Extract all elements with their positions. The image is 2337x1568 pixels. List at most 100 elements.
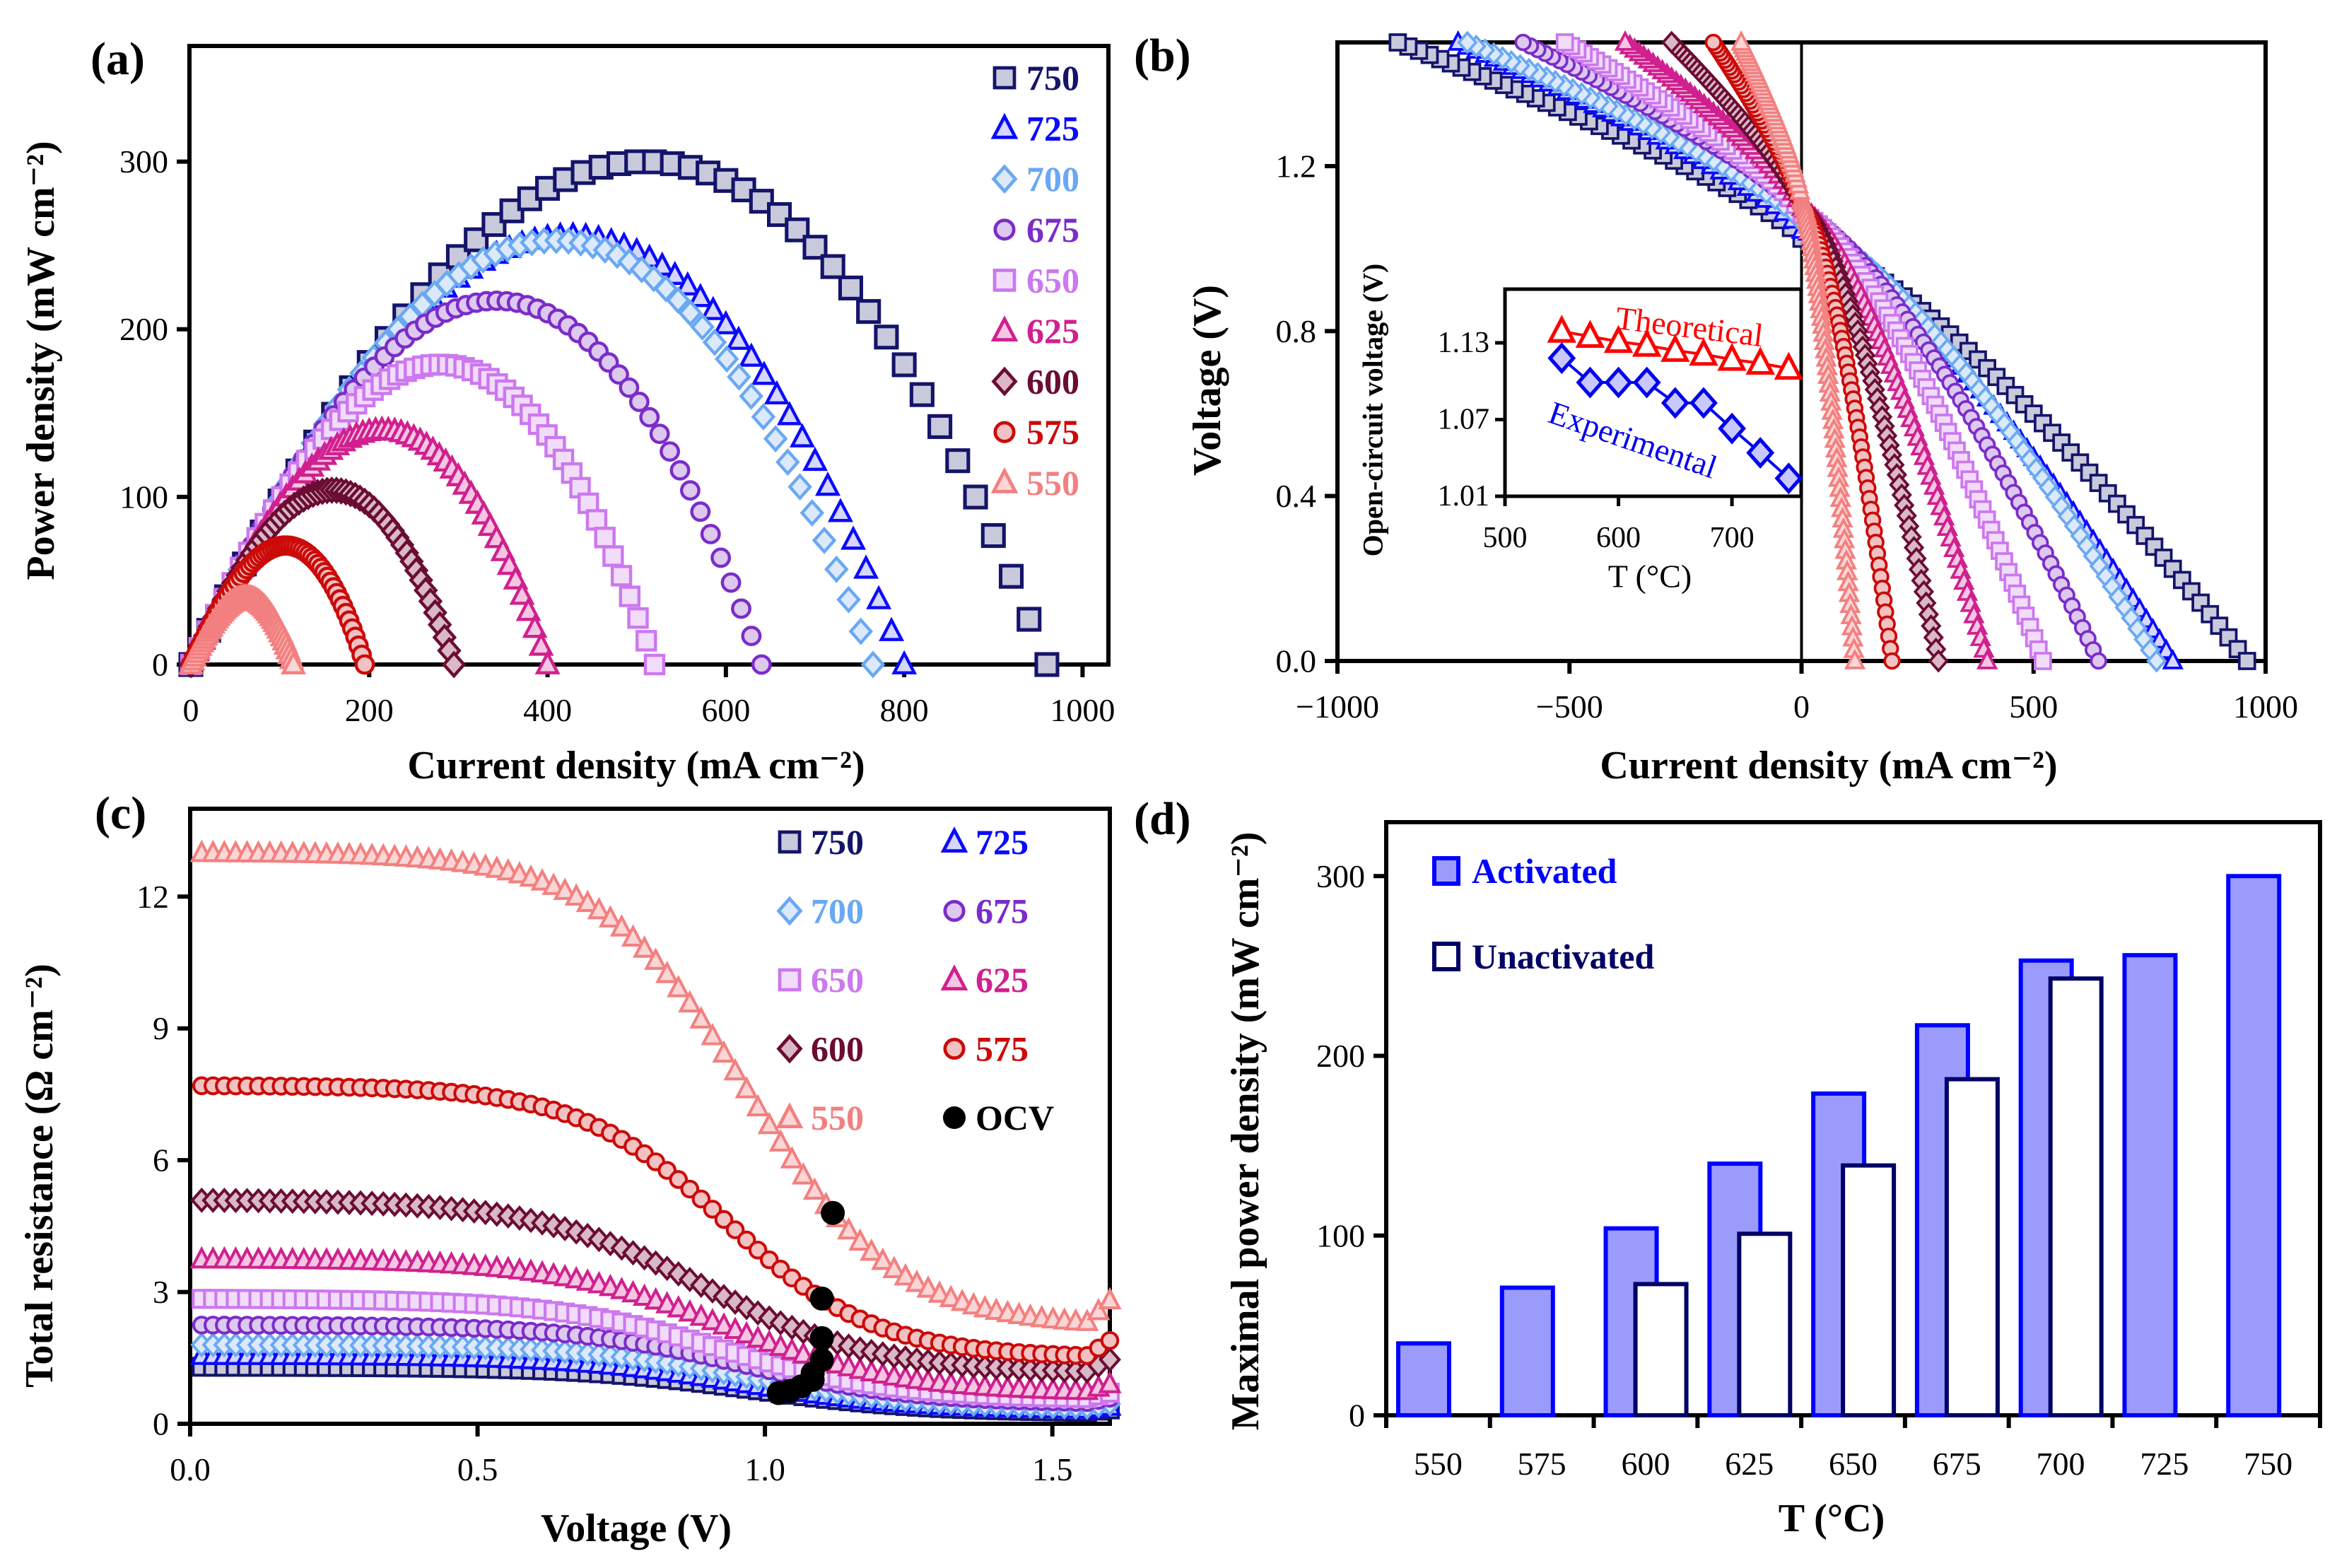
- inset-point: [1632, 329, 1662, 357]
- point-575: [680, 1179, 700, 1199]
- point-700: [836, 585, 861, 614]
- x-axis-title: T (°C): [1779, 1497, 1885, 1540]
- point-650: [610, 565, 633, 587]
- point-750: [820, 254, 845, 279]
- chart-a-axes: 0 200 400 600 800 1000 0 100 200 300: [119, 44, 1115, 728]
- point-550: [734, 1076, 758, 1099]
- point-725: [866, 585, 892, 609]
- panel-label-a: (a): [90, 33, 145, 85]
- point-550: [916, 1275, 940, 1298]
- point-550: [633, 935, 657, 958]
- x-tick-label: 0: [183, 692, 199, 728]
- point-575: [1100, 1330, 1120, 1350]
- y-axis-title: Power density (mW cm⁻²): [19, 141, 63, 580]
- point-600: [678, 1266, 701, 1292]
- point-725: [713, 310, 739, 334]
- point-550: [723, 1058, 747, 1081]
- x-tick-label: 800: [880, 692, 929, 728]
- point-550: [553, 877, 577, 900]
- legend-marker-550-icon: [775, 1102, 804, 1128]
- y-tick-label: 0: [1349, 1398, 1365, 1434]
- point-675: [609, 364, 629, 385]
- point-625: [734, 1321, 758, 1344]
- point-725: [763, 380, 790, 405]
- plot-frame: [188, 807, 1112, 1426]
- point-550: [860, 1238, 884, 1261]
- x-tick-label: 500: [2009, 689, 2058, 725]
- x-tick-label: 400: [523, 692, 572, 728]
- point-725: [738, 342, 764, 367]
- y-tick-label: 1.07: [1438, 403, 1490, 435]
- legend-label: 600: [1026, 362, 1079, 402]
- bar-activated-575: [1499, 1285, 1555, 1418]
- point-625: [503, 565, 529, 590]
- point-750: [909, 382, 935, 407]
- point-550: [1075, 1309, 1099, 1331]
- bar-activated-750: [2226, 874, 2282, 1417]
- legend-label: 650: [811, 960, 864, 1000]
- legend-label: 725: [976, 822, 1029, 862]
- x-tick-label: 500: [1483, 522, 1528, 554]
- point-600: [576, 1222, 599, 1248]
- y-tick-label: 1.13: [1438, 327, 1490, 359]
- inset-axes: 500 600 700 1.01 1.07 1.13: [1438, 287, 1803, 554]
- point-650: [594, 527, 616, 549]
- inset-point: [1718, 412, 1746, 445]
- y-axis-title: Maximal power density (mW cm⁻²): [1224, 832, 1267, 1431]
- point-750: [963, 484, 988, 510]
- point-575: [714, 1210, 734, 1229]
- point-675: [751, 654, 772, 675]
- point-600: [633, 1245, 656, 1271]
- point-700: [848, 617, 874, 645]
- point-550: [768, 1129, 792, 1152]
- inset-point: [1547, 342, 1576, 375]
- point-625: [768, 1333, 792, 1357]
- inset-point: [1660, 334, 1690, 362]
- point-675: [690, 501, 711, 522]
- point-600: [689, 1272, 713, 1298]
- legend-label: 650: [1026, 260, 1079, 300]
- x-axis-title: Current density (mA cm⁻²): [407, 744, 865, 788]
- point-750: [927, 414, 953, 439]
- point-650: [636, 630, 657, 652]
- x-tick-label: 675: [1933, 1446, 1981, 1482]
- point-700: [775, 448, 800, 476]
- point-575: [1704, 33, 1722, 52]
- y-tick-label: 3: [153, 1274, 169, 1310]
- point-700: [714, 345, 739, 373]
- x-tick-label: 600: [701, 692, 750, 728]
- point-725: [879, 616, 905, 641]
- legend-label: 600: [811, 1029, 864, 1069]
- legend-marker-750-icon: [992, 66, 1017, 90]
- legend-label: Activated: [1472, 851, 1617, 891]
- point-550: [564, 883, 588, 906]
- point-550: [848, 1228, 872, 1251]
- point-700: [787, 473, 812, 501]
- series-625: [189, 1246, 1122, 1400]
- point-725: [700, 296, 726, 320]
- point-550: [644, 947, 668, 970]
- point-625: [780, 1337, 804, 1360]
- y-tick-label: 1.2: [1276, 148, 1317, 185]
- point-675: [619, 377, 640, 398]
- point-675: [2090, 652, 2107, 670]
- point-625: [757, 1329, 781, 1352]
- inset-point: [1547, 315, 1576, 343]
- point-600: [441, 650, 467, 679]
- point-750: [891, 352, 917, 378]
- y-tick-label: 6: [153, 1142, 169, 1178]
- point-575: [691, 1189, 711, 1209]
- point-625: [534, 650, 561, 674]
- point-625: [723, 1316, 747, 1340]
- point-675: [720, 572, 742, 593]
- point-750: [785, 217, 810, 242]
- point-725: [790, 423, 815, 447]
- point-575: [1883, 652, 1901, 670]
- legend-label: 625: [976, 960, 1029, 1000]
- legend-marker-600-icon: [776, 1034, 803, 1064]
- point-675: [741, 626, 762, 647]
- legend-marker-650-icon: [778, 968, 802, 992]
- point-600: [1928, 649, 1949, 673]
- point-550: [655, 960, 679, 983]
